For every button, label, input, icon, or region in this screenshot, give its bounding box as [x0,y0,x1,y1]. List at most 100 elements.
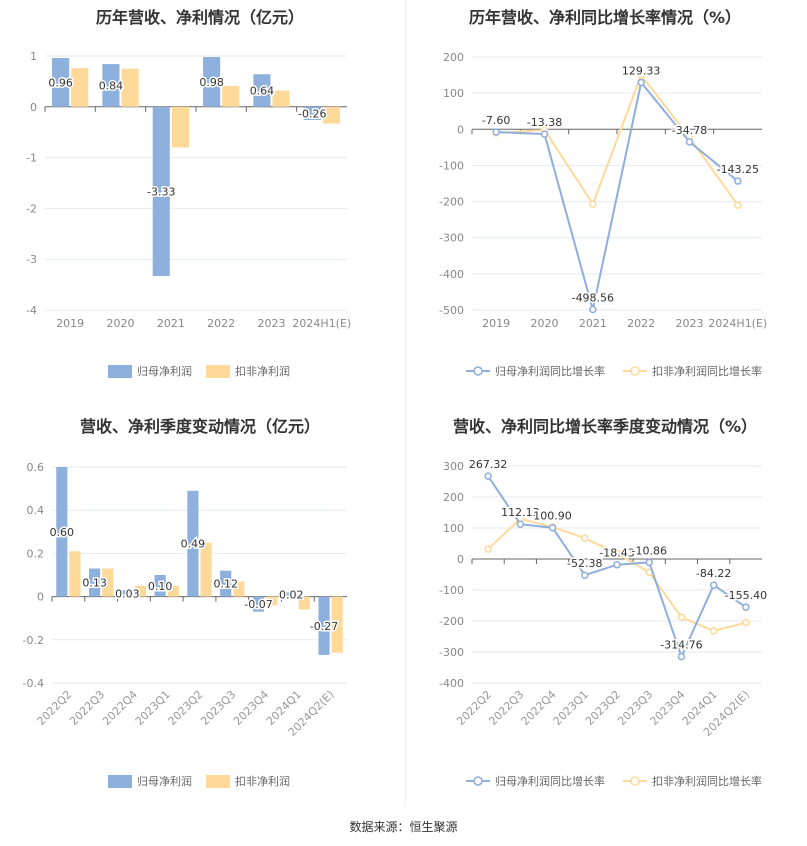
data-point [548,523,557,532]
bar-parent-net-profit [52,58,70,107]
legend-swatch [206,775,230,788]
y-tick-label: 200 [443,491,464,504]
data-label: 267.32 [469,458,508,471]
bar-deducted-net-profit [322,106,340,124]
data-label: 112.13 [501,506,540,519]
y-tick-label: 0 [457,553,464,566]
y-tick-label: 0 [37,591,44,604]
data-label: -0.26 [298,107,326,120]
x-tick-label: 2021 [157,317,185,330]
data-label: 0.96 [48,76,73,89]
bar-deducted-net-profit [200,542,212,597]
data-label: 100.90 [533,510,572,523]
bar-deducted-net-profit [272,90,290,107]
data-label: -3.33 [147,185,175,198]
bar-deducted-net-profit [266,596,278,606]
x-tick-label: 2022Q3 [67,688,107,728]
y-tick-label: 0.4 [27,504,45,517]
bar-deducted-net-profit [71,68,89,107]
data-label: -0.07 [244,598,272,611]
panel-divider [405,0,406,805]
chart-title-quarterly-profit: 营收、净利季度变动情况（亿元） [79,417,320,436]
bar-parent-net-profit [285,592,297,597]
y-tick-label: -4 [26,304,37,317]
data-point [589,305,597,314]
legend-marker [473,366,483,376]
y-tick-label: -200 [439,615,464,628]
bar-deducted-net-profit [121,68,139,107]
bar-deducted-net-profit [331,596,343,653]
data-point [685,138,694,146]
y-tick-label: -2 [26,202,37,215]
data-point [734,177,742,185]
data-point [613,560,621,569]
data-label: -18.43 [599,547,634,560]
data-point [742,603,750,611]
data-point [677,613,686,622]
chart-title-quarterly-growth: 营收、净利同比增长率季度变动情况（%） [452,417,758,436]
bar-parent-net-profit [102,64,120,107]
data-label: 0.10 [148,580,173,593]
bar-deducted-net-profit [222,85,240,107]
data-label: -143.25 [717,163,759,176]
bar-parent-net-profit [187,490,199,597]
y-tick-label: -300 [439,232,464,245]
bar-deducted-net-profit [102,568,114,597]
bar-parent-net-profit [56,467,68,597]
series-line-deducted-growth [496,73,739,207]
data-label: -52.38 [567,557,602,570]
legend-label: 扣非净利润 [235,364,290,378]
x-tick-label: 2022Q4 [100,688,140,728]
data-label: 0.12 [213,578,238,591]
data-label: -7.60 [482,114,510,127]
bar-parent-net-profit [253,74,271,107]
legend-swatch [206,365,230,378]
y-tick-label: 200 [443,51,464,64]
y-tick-label: -400 [439,677,464,690]
data-point [734,201,742,209]
y-tick-label: 0 [30,101,37,114]
bar-parent-net-profit [154,575,166,597]
legend-swatch [108,775,132,788]
data-point [484,472,492,480]
x-tick-label: 2023Q2 [166,688,206,728]
data-point [492,128,500,136]
data-point [516,520,525,528]
legend-marker [630,776,640,786]
x-tick-label: 2020 [107,317,135,330]
bar-deducted-net-profit [134,585,147,597]
legend-marker [630,366,640,376]
y-tick-label: 0 [457,123,464,136]
x-tick-label: 2023Q3 [198,688,238,728]
legend-label: 归母净利润 [137,774,192,788]
data-point [637,71,645,79]
bar-deducted-net-profit [171,106,189,148]
x-tick-label: 2024H1(E) [708,317,767,330]
data-point [742,618,750,627]
y-tick-label: -400 [439,268,464,281]
x-tick-label: 2022 [627,317,655,330]
bar-parent-net-profit [152,106,170,276]
y-tick-label: -300 [439,646,464,659]
data-point [645,558,653,567]
data-point [581,571,589,579]
data-label: -10.86 [631,544,666,557]
data-label: -0.27 [310,620,338,633]
bar-deducted-net-profit [167,585,179,597]
y-tick-label: -500 [439,304,464,317]
data-point [637,78,645,87]
y-tick-label: 0.6 [27,461,45,474]
data-label: -84.22 [696,567,731,580]
bar-parent-net-profit [303,106,321,121]
data-point [484,545,492,553]
data-label: -498.56 [572,291,614,304]
legend-label: 归母净利润 [137,364,192,378]
x-tick-label: 2024H1(E) [292,317,351,330]
y-tick-label: -200 [439,196,464,209]
y-tick-label: -0.2 [23,634,44,647]
bar-parent-net-profit [89,568,101,597]
y-tick-label: -3 [26,253,37,266]
x-tick-label: 2021 [579,317,607,330]
x-tick-label: 2023Q4 [231,688,271,728]
